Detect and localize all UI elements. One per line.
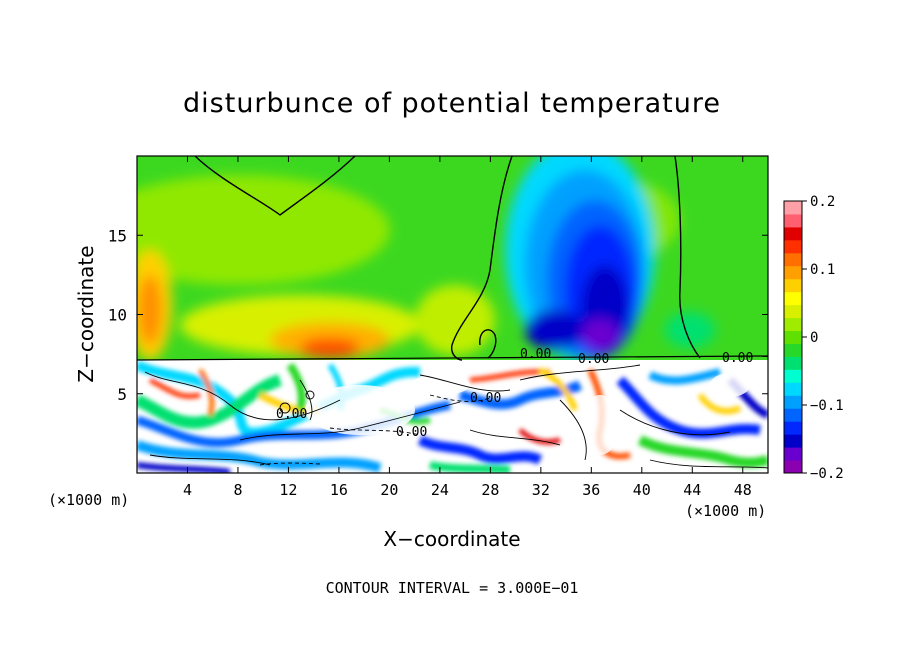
colorbar-swatch [784,382,802,396]
chart-title: disturbunce of potential temperature [183,88,721,119]
x-tick-label: 8 [233,481,242,499]
contour-label: 0.00 [520,347,551,362]
x-tick-label: 48 [734,481,752,499]
y-axis: 5 10 15 [108,226,768,404]
colorbar-swatch [784,252,802,267]
x-tick-label: 28 [481,481,499,499]
colorbar-swatch [784,265,802,280]
x-tick-label: 44 [683,481,701,499]
y-tick-label: 5 [117,385,127,404]
colorbar-swatch [784,447,802,461]
x-tick-label: 24 [431,481,449,499]
y-axis-label: Z−coordinate [74,245,98,382]
contour-label: 0.00 [578,352,609,367]
colorbar-swatch [784,213,802,228]
contour-label: 0.00 [276,407,307,422]
colorbar-swatch [784,239,802,254]
colorbar [784,201,802,474]
x-tick-label: 20 [380,481,398,499]
colorbar-swatch [784,343,802,357]
contour-label: 0.00 [722,351,753,366]
y-tick-label: 10 [108,306,127,325]
colorbar-swatch [784,330,802,344]
colorbar-swatch [784,304,802,319]
colorbar-tick-label: 0.1 [810,262,835,278]
colorbar-swatch [784,317,802,332]
colorbar-swatch [784,395,802,409]
contour-label: 0.00 [396,425,427,440]
contour-label: 0.00 [470,391,501,406]
colorbar-swatch [784,421,802,435]
x-axis-label: X−coordinate [383,527,520,551]
colorbar-tick-label: −0.1 [810,398,844,414]
colorbar-swatch [784,460,802,474]
colorbar-swatch [784,291,802,306]
colorbar-swatch [784,201,802,215]
colorbar-swatch [784,226,802,241]
colorbar-swatch [784,408,802,422]
colorbar-tick-label: 0 [810,330,818,346]
x-unit-label-left: (×1000 m) [48,491,129,509]
x-tick-label: 32 [532,481,550,499]
colorbar-ticks: 0.2 0.1 0 −0.1 −0.2 [802,194,844,482]
colorbar-swatch [784,278,802,293]
x-tick-label: 12 [279,481,297,499]
x-tick-label: 40 [633,481,651,499]
colorbar-swatch [784,369,802,383]
y-tick-label: 15 [108,226,127,245]
contour-interval-note: CONTOUR INTERVAL = 3.000E−01 [326,579,579,597]
colorbar-tick-label: −0.2 [810,466,844,482]
x-tick-label: 36 [582,481,600,499]
colorbar-swatch [784,356,802,370]
x-unit-label-right: (×1000 m) [685,502,766,520]
x-tick-label: 16 [330,481,348,499]
colorbar-swatch [784,434,802,448]
x-axis: 4 8 12 16 20 24 28 32 36 40 44 48 [183,156,752,499]
heatmap-field [137,156,768,473]
x-tick-label: 4 [183,481,192,499]
colorbar-tick-label: 0.2 [810,194,835,210]
